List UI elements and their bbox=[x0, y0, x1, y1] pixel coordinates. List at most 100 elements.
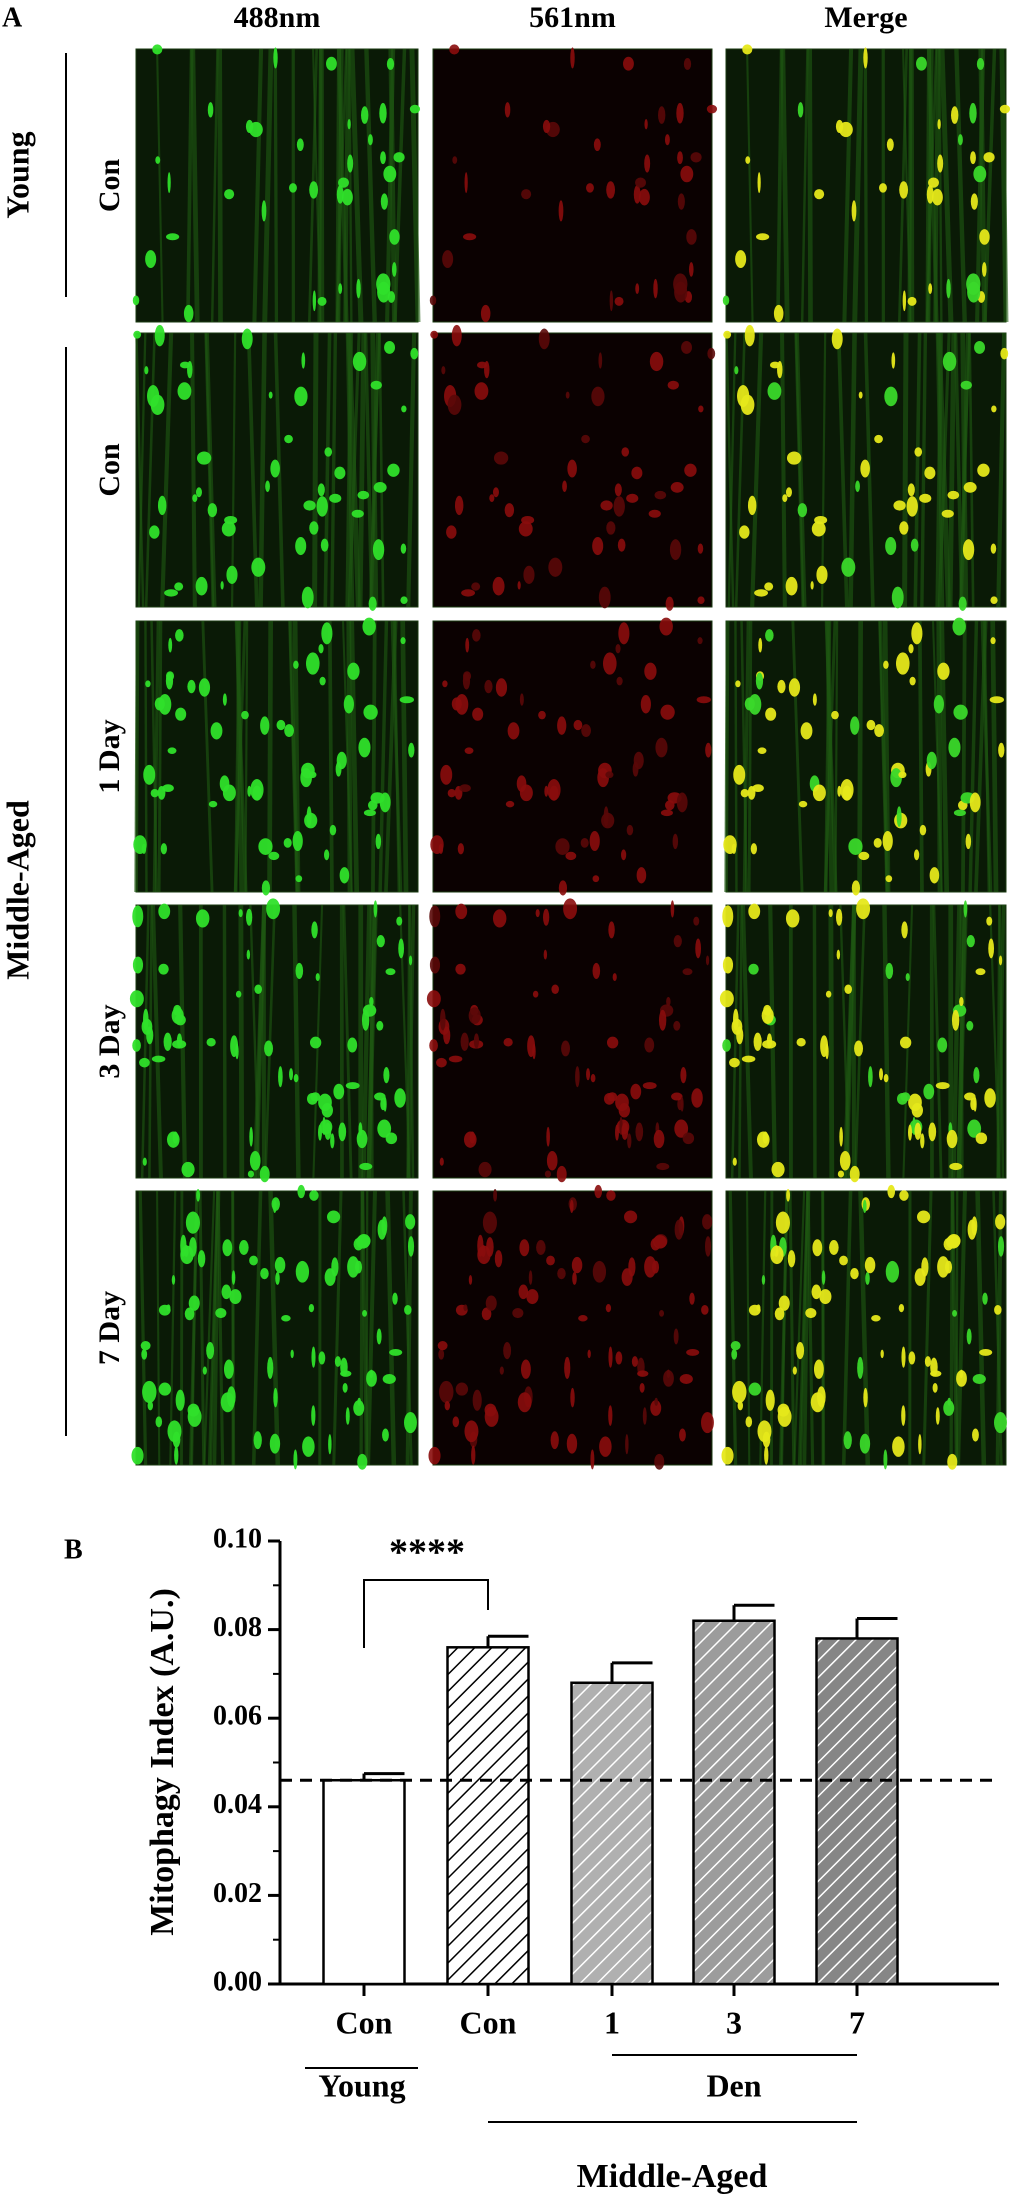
image-blob bbox=[372, 539, 385, 561]
image-blob bbox=[895, 652, 910, 675]
image-blob bbox=[594, 1184, 603, 1199]
image-blob bbox=[321, 622, 333, 645]
image-blob bbox=[375, 833, 382, 850]
x-tick-label: 3 bbox=[726, 2004, 742, 2040]
image-blob bbox=[638, 188, 650, 206]
image-blob bbox=[484, 679, 493, 694]
image-blob bbox=[567, 459, 577, 478]
image-streak bbox=[734, 332, 746, 608]
image-blob bbox=[590, 1074, 596, 1083]
image-blob bbox=[673, 1328, 679, 1345]
image-blob bbox=[551, 984, 559, 994]
image-blob bbox=[689, 1292, 695, 1305]
image-blob bbox=[167, 1420, 182, 1443]
image-blob bbox=[677, 151, 683, 165]
image-streak bbox=[806, 1190, 815, 1466]
micrograph bbox=[426, 898, 713, 1183]
image-blob bbox=[654, 1453, 665, 1470]
image-blob bbox=[648, 509, 661, 518]
image-blob bbox=[473, 1033, 480, 1049]
image-blob bbox=[633, 751, 644, 770]
image-streak bbox=[727, 332, 737, 608]
image-blob bbox=[732, 1157, 737, 1166]
image-blob bbox=[800, 722, 813, 740]
image-blob bbox=[966, 935, 975, 948]
image-blob bbox=[721, 1446, 734, 1465]
image-blob bbox=[528, 1270, 533, 1285]
image-blob bbox=[941, 509, 954, 518]
image-blob bbox=[722, 295, 730, 306]
image-streak bbox=[244, 620, 249, 893]
image-streak bbox=[251, 1190, 263, 1466]
image-streak bbox=[961, 620, 967, 893]
image-blob bbox=[874, 724, 885, 737]
group-label: Den bbox=[706, 2067, 761, 2103]
image-blob bbox=[261, 200, 267, 222]
image-blob bbox=[600, 500, 613, 511]
image-blob bbox=[309, 181, 319, 199]
image-blob bbox=[154, 697, 165, 711]
image-blob bbox=[318, 1124, 322, 1141]
image-blob bbox=[142, 1157, 147, 1166]
image-blob bbox=[606, 1036, 619, 1049]
image-blob bbox=[745, 1416, 753, 1428]
image-blob bbox=[196, 1188, 201, 1202]
image-blob bbox=[608, 1405, 613, 1426]
image-blob bbox=[820, 1035, 829, 1058]
image-blob bbox=[654, 1397, 658, 1406]
image-blob bbox=[520, 1359, 531, 1379]
image-blob bbox=[550, 1431, 559, 1450]
image-blob bbox=[460, 1032, 469, 1051]
image-blob bbox=[1000, 347, 1009, 360]
image-blob bbox=[195, 909, 210, 928]
image-blob bbox=[532, 990, 539, 998]
image-blob bbox=[673, 273, 688, 295]
image-blob bbox=[376, 273, 391, 295]
image-blob bbox=[195, 487, 202, 498]
image-blob bbox=[697, 637, 703, 645]
image-streak bbox=[408, 904, 415, 1179]
y-tick-label: 0.08 bbox=[213, 1612, 262, 1643]
image-blob bbox=[966, 1020, 974, 1031]
image-blob bbox=[844, 984, 852, 994]
image-streak bbox=[409, 48, 421, 323]
image-blob bbox=[949, 1162, 963, 1171]
image-blob bbox=[757, 1420, 772, 1443]
image-blob bbox=[974, 341, 986, 354]
image-blob bbox=[179, 361, 191, 369]
image-streak bbox=[222, 904, 227, 1179]
image-blob bbox=[444, 1401, 451, 1411]
image-blob bbox=[495, 678, 508, 697]
image-blob bbox=[958, 596, 967, 611]
image-blob bbox=[682, 968, 693, 976]
image-blob bbox=[145, 250, 157, 268]
image-blob bbox=[391, 262, 397, 277]
image-blob bbox=[598, 352, 603, 369]
image-blob bbox=[471, 1445, 476, 1465]
image-blob bbox=[919, 824, 927, 836]
image-blob bbox=[132, 295, 140, 306]
image-blob bbox=[359, 1162, 373, 1171]
image-blob bbox=[358, 737, 371, 758]
image-blob bbox=[362, 1309, 368, 1317]
image-blob bbox=[899, 1036, 912, 1049]
image-blob bbox=[947, 490, 960, 500]
image-blob bbox=[357, 1453, 368, 1470]
image-blob bbox=[761, 1007, 774, 1024]
image-streak bbox=[820, 332, 827, 608]
image-blob bbox=[207, 102, 214, 118]
image-streak bbox=[231, 1190, 236, 1466]
image-streak bbox=[348, 48, 353, 323]
image-blob bbox=[627, 1133, 632, 1149]
image-streak bbox=[807, 48, 813, 323]
image-blob bbox=[633, 185, 641, 204]
image-blob bbox=[866, 719, 876, 731]
image-blob bbox=[682, 1132, 695, 1145]
image-blob bbox=[383, 165, 397, 183]
image-blob bbox=[324, 1122, 332, 1140]
image-blob bbox=[935, 1082, 950, 1090]
image-blob bbox=[185, 1211, 200, 1234]
image-blob bbox=[636, 867, 647, 884]
image-blob bbox=[347, 154, 354, 173]
image-blob bbox=[150, 394, 165, 415]
